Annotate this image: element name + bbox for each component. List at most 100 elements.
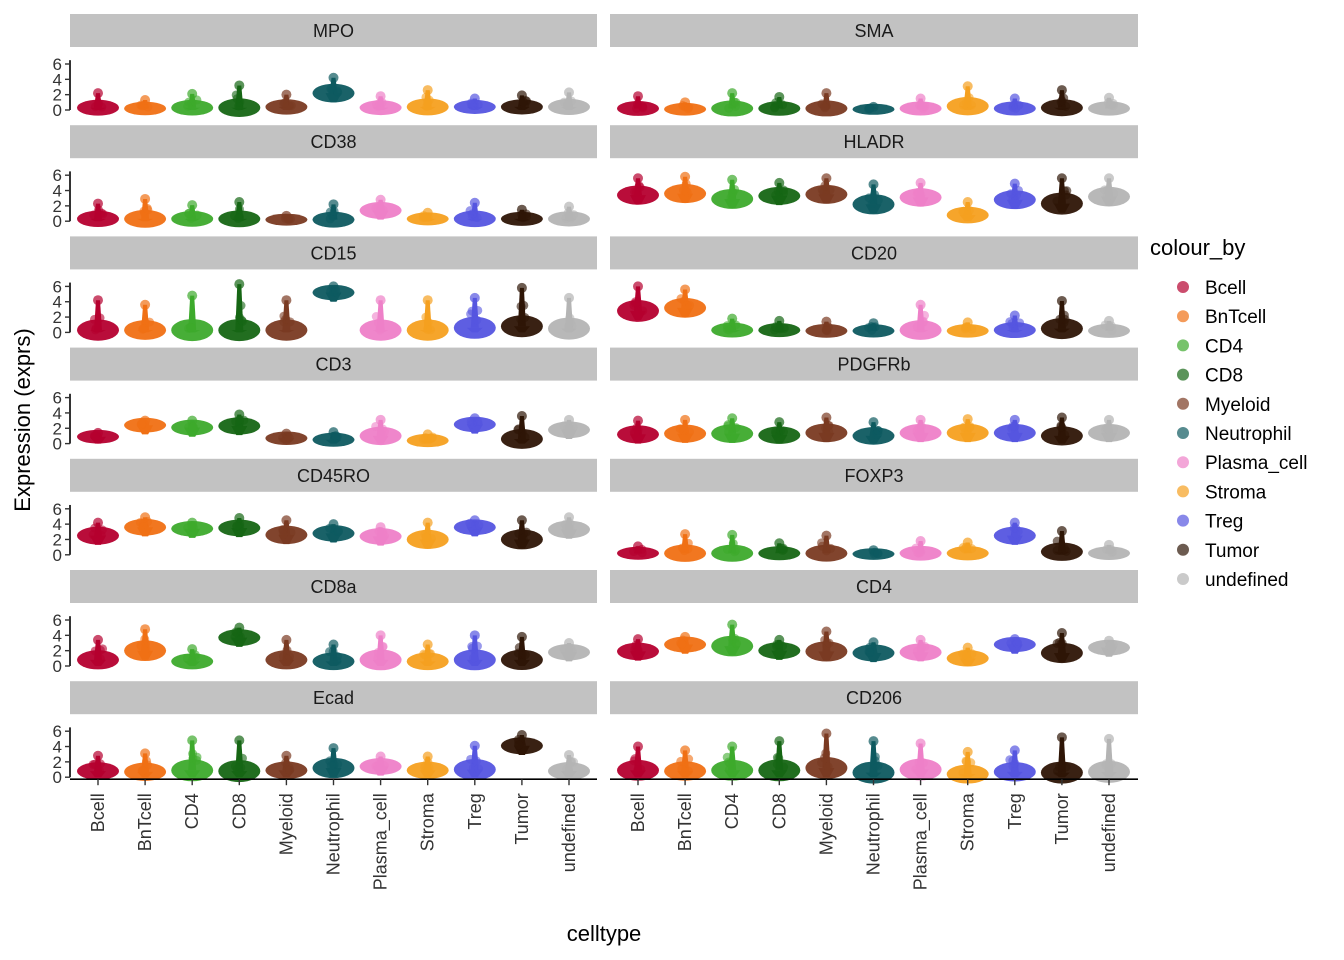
- violin-neutrophil: [852, 179, 895, 215]
- violin-bntcell: [664, 171, 707, 204]
- violin-tumor: [1040, 732, 1083, 784]
- y-tick-label: 4: [53, 738, 62, 757]
- facet-strip: [70, 125, 597, 159]
- violin-bcell: [617, 281, 659, 322]
- cell-point: [912, 322, 922, 332]
- cell-point: [826, 543, 836, 553]
- max-point: [680, 529, 691, 540]
- cell-point: [98, 644, 108, 654]
- violin-plasma_cell: [359, 522, 402, 546]
- panel-sma: SMA: [610, 14, 1138, 117]
- facet-strip-label: CD45RO: [297, 466, 370, 486]
- violin-neutrophil: [852, 637, 895, 663]
- violin-cd4: [711, 88, 754, 117]
- panel-foxp3: FOXP3: [610, 458, 1138, 562]
- violin-undefined: [1088, 733, 1130, 783]
- facet-strip: [610, 14, 1138, 47]
- cell-point: [566, 96, 576, 106]
- cell-point: [912, 426, 922, 436]
- violin-tumor: [500, 90, 543, 115]
- cell-point: [770, 322, 780, 332]
- max-point: [187, 290, 198, 301]
- max-point: [821, 728, 832, 739]
- cell-point: [960, 324, 970, 334]
- max-point: [422, 295, 433, 306]
- cell-point: [419, 649, 429, 659]
- max-point: [962, 414, 973, 425]
- facet-strip-label: CD8a: [310, 577, 357, 597]
- cell-point: [285, 317, 295, 327]
- violin-tumor: [500, 282, 543, 338]
- cell-point: [183, 101, 193, 111]
- max-point: [868, 179, 879, 190]
- max-point: [1056, 412, 1067, 423]
- panel-pdgfrb: PDGFRb: [610, 347, 1138, 446]
- cell-point: [466, 98, 476, 108]
- y-tick-label: 4: [53, 182, 62, 201]
- violin-cd4: [711, 619, 754, 657]
- cell-point: [521, 212, 531, 222]
- cell-point: [235, 415, 245, 425]
- violin-cd4: [711, 313, 754, 338]
- violin-stroma: [406, 207, 449, 226]
- legend-key: [1177, 514, 1189, 527]
- max-point: [680, 414, 691, 425]
- max-point: [516, 282, 527, 293]
- cell-point: [684, 754, 694, 764]
- violin-lower: [630, 195, 646, 205]
- violin-bntcell: [124, 193, 167, 228]
- legend-key: [1177, 427, 1189, 439]
- violin-cd8: [758, 177, 801, 206]
- cell-point: [236, 301, 246, 311]
- max-point: [727, 529, 738, 540]
- violin-cd8: [758, 91, 801, 116]
- violin-lower: [513, 326, 530, 333]
- violin-tumor: [1040, 628, 1083, 664]
- max-point: [1056, 295, 1067, 306]
- cell-point: [731, 423, 741, 433]
- cell-point: [912, 646, 922, 656]
- cell-point: [568, 422, 578, 432]
- cell-point: [638, 103, 648, 113]
- cell-point: [232, 521, 242, 531]
- cell-point: [967, 649, 977, 659]
- violin-lower: [1053, 328, 1070, 333]
- cell-point: [514, 643, 524, 653]
- max-point: [915, 177, 926, 188]
- violin-tumor: [500, 204, 543, 226]
- legend-label: Neutrophil: [1205, 424, 1292, 445]
- violin-treg: [993, 178, 1036, 210]
- violin-lower: [724, 646, 741, 656]
- cell-point: [142, 203, 152, 213]
- cell-point: [629, 546, 639, 556]
- max-point: [328, 72, 339, 83]
- violin-plasma_cell: [899, 93, 942, 116]
- cell-point: [97, 102, 107, 112]
- cell-point: [771, 429, 781, 439]
- legend-label: Stroma: [1205, 482, 1267, 503]
- y-tick-label: 0: [53, 657, 62, 676]
- max-point: [328, 743, 339, 754]
- legend-item-cd4: CD4: [1177, 336, 1243, 357]
- facet-strip-label: CD15: [310, 243, 356, 263]
- legend-item-undefined: undefined: [1177, 570, 1288, 591]
- legend-item-bcell: Bcell: [1177, 278, 1246, 299]
- x-tick-label: Myeloid: [276, 793, 296, 855]
- cell-point: [378, 205, 388, 215]
- violin-myeloid: [805, 316, 848, 338]
- max-point: [727, 88, 738, 99]
- violin-cd8: [218, 513, 261, 538]
- violin-bntcell: [664, 745, 707, 781]
- max-point: [281, 515, 292, 526]
- max-point: [516, 515, 527, 526]
- violin-neutrophil: [852, 736, 895, 784]
- max-point: [774, 177, 785, 188]
- violin-bcell: [617, 541, 659, 560]
- violin-neutrophil: [312, 281, 355, 302]
- violin-cd8: [218, 622, 261, 647]
- cell-point: [278, 526, 288, 536]
- max-point: [1009, 310, 1020, 321]
- facet-strip-label: Ecad: [313, 688, 354, 708]
- max-point: [1009, 745, 1020, 756]
